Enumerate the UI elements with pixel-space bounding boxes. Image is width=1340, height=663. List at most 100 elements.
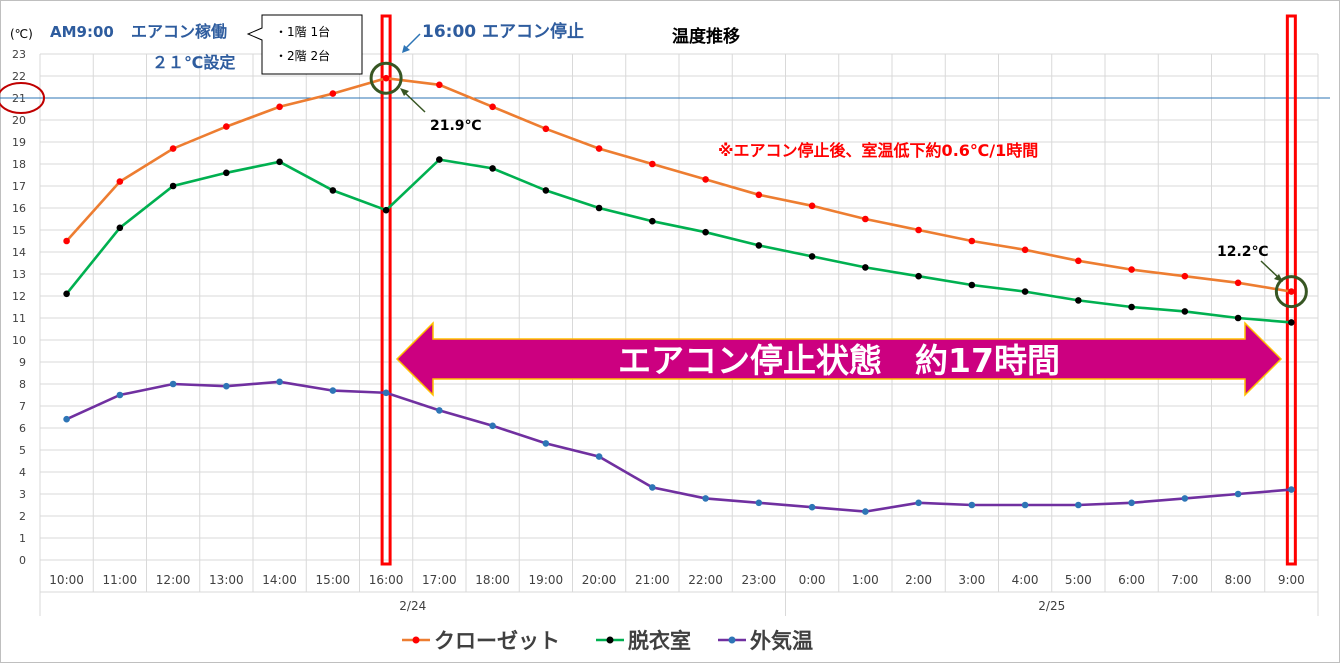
y-tick-label: 23 <box>12 48 26 61</box>
highlight-circle <box>369 61 403 95</box>
data-point <box>1021 288 1029 295</box>
data-point <box>1021 246 1029 254</box>
data-point <box>1288 486 1295 493</box>
data-point <box>1234 314 1242 322</box>
data-point <box>436 156 443 163</box>
x-tick-label: 11:00 <box>103 573 138 587</box>
data-point <box>436 407 443 414</box>
data-point <box>1128 266 1135 273</box>
data-point <box>1181 272 1189 280</box>
data-point <box>1075 257 1082 265</box>
data-point <box>862 508 869 515</box>
y-tick-label: 20 <box>12 114 26 127</box>
legend-marker <box>728 636 736 644</box>
value-callouts: 21.9℃ 12.2℃ <box>400 88 1283 282</box>
y-tick-label: 1 <box>19 532 26 545</box>
data-point <box>169 145 177 152</box>
x-tick-label: 7:00 <box>1171 573 1198 587</box>
peak-arrowhead <box>400 88 409 96</box>
legend: クローゼット 脱衣室 外気温 <box>402 629 813 653</box>
x-date-groups: 2/24 2/25 <box>39 591 1319 616</box>
x-tick-label: 23:00 <box>742 573 777 587</box>
data-point <box>169 380 177 388</box>
data-point <box>808 503 816 511</box>
data-point <box>1128 303 1135 311</box>
data-point <box>542 125 550 133</box>
data-point <box>436 81 443 89</box>
data-point <box>915 226 922 234</box>
y-tick-label: 8 <box>19 378 26 391</box>
units-line-1: ・1階 1台 <box>275 24 330 39</box>
y-tick-label: 2 <box>19 510 26 523</box>
data-point <box>116 224 124 232</box>
data-point <box>968 501 976 509</box>
x-tick-label: 2:00 <box>905 573 932 587</box>
chart-title: 温度推移 <box>672 26 740 47</box>
x-tick-label: 1:00 <box>852 573 879 587</box>
legend-marker <box>412 636 420 644</box>
legend-label: 脱衣室 <box>628 629 691 653</box>
reference-circle <box>0 82 45 114</box>
data-point <box>542 187 550 194</box>
ac-on-text: エアコン稼働 <box>131 22 227 41</box>
stop-time-highlight <box>380 14 392 566</box>
y-tick-label: 12 <box>12 290 26 303</box>
peak-label: 21.9℃ <box>430 118 482 134</box>
data-point <box>915 499 922 507</box>
data-point <box>489 422 496 430</box>
data-point <box>1181 495 1189 502</box>
x-tick-label: 19:00 <box>529 573 564 587</box>
highlight-circles <box>369 61 1308 309</box>
ac-setting: ２１℃設定 <box>152 53 235 72</box>
y-axis-label: (℃) <box>10 27 33 41</box>
y-tick-label: 14 <box>12 246 26 259</box>
data-point <box>1234 490 1242 498</box>
legend-marker <box>606 636 614 644</box>
reference-line <box>0 82 1330 114</box>
stop-period-label: エアコン停止状態 約17時間 <box>618 341 1060 380</box>
data-point <box>116 178 124 185</box>
data-point <box>862 215 869 223</box>
data-point <box>968 281 976 289</box>
x-tick-label: 18:00 <box>475 573 510 587</box>
data-point <box>276 158 283 166</box>
data-point <box>329 90 337 97</box>
data-point <box>1181 308 1189 315</box>
units-line-2: ・2階 2台 <box>275 48 330 63</box>
data-point <box>63 415 70 423</box>
data-point <box>223 123 230 130</box>
series-lines <box>63 74 1295 515</box>
y-tick-label: 6 <box>19 422 26 435</box>
y-tick-label: 7 <box>19 400 26 413</box>
x-tick-label: 13:00 <box>209 573 244 587</box>
legend-label: 外気温 <box>750 629 813 653</box>
data-point <box>1128 499 1135 507</box>
data-point <box>755 499 763 507</box>
data-point <box>223 382 230 390</box>
data-point <box>1234 279 1242 287</box>
x-tick-label: 5:00 <box>1065 573 1092 587</box>
ac-stop-label: 16:00 エアコン停止 <box>422 21 584 42</box>
y-tick-label: 0 <box>19 554 26 567</box>
data-point <box>595 145 603 152</box>
data-point <box>63 290 70 298</box>
data-point <box>1021 501 1029 509</box>
y-tick-label: 22 <box>12 70 26 83</box>
y-tick-label: 13 <box>12 268 26 281</box>
series-line-0 <box>65 76 1292 293</box>
data-point <box>915 272 922 280</box>
data-point <box>808 202 816 210</box>
y-tick-label: 18 <box>12 158 26 171</box>
data-point <box>542 440 550 447</box>
x-tick-label: 12:00 <box>156 573 191 587</box>
data-point <box>1075 297 1082 304</box>
data-point <box>276 103 283 111</box>
data-point <box>649 484 656 491</box>
x-tick-label: 0:00 <box>799 573 826 587</box>
data-point <box>595 204 603 212</box>
data-point <box>382 206 390 214</box>
data-point <box>702 495 709 502</box>
x-tick-label: 4:00 <box>1012 573 1039 587</box>
data-point <box>649 217 656 225</box>
